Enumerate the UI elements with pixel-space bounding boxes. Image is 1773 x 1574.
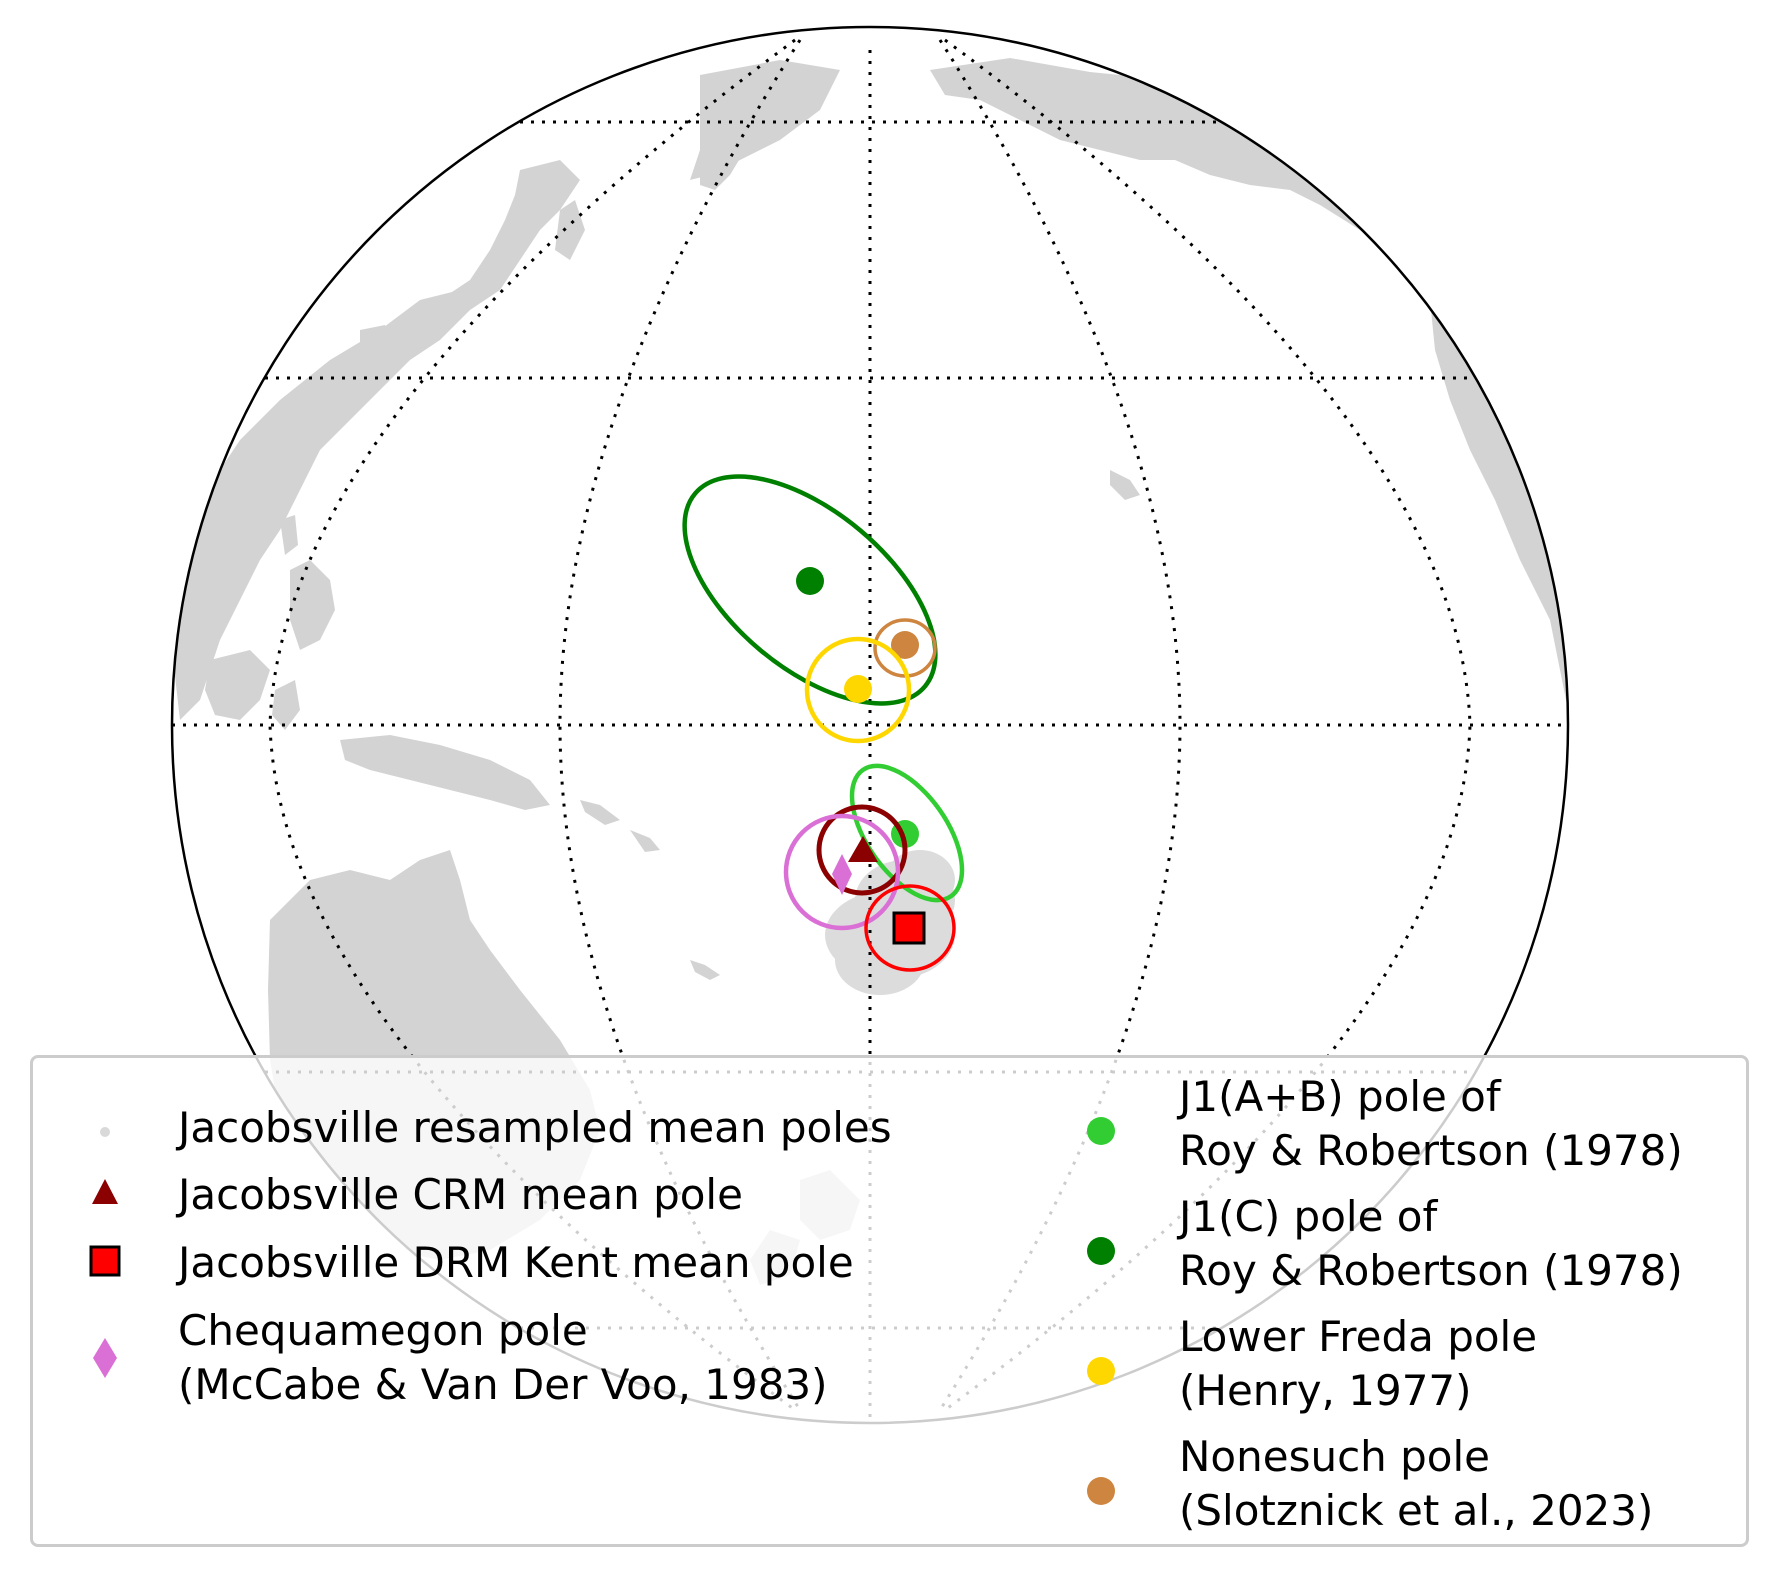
legend-label-lower-freda-1: Lower Freda pole	[1179, 1312, 1538, 1361]
land-kamchatka	[700, 120, 760, 190]
land-east-asia	[172, 290, 470, 720]
legend-label-j1c-1: J1(C) pole of	[1179, 1192, 1438, 1241]
legend: Jacobsville resampled mean poles Jacobsv…	[30, 1055, 1749, 1547]
confidence-circle-crm	[816, 804, 908, 896]
land-hawaii	[1110, 470, 1140, 500]
legend-label-nonesuch-2: (Slotznick et al., 2023)	[1179, 1486, 1654, 1535]
legend-marker-j1c	[1087, 1237, 1115, 1265]
legend-label-resampled: Jacobsville resampled mean poles	[178, 1103, 892, 1152]
land-borneo	[205, 650, 270, 720]
pole-crm	[816, 804, 908, 896]
marker-chequamegon	[832, 854, 852, 895]
legend-marker-j1ab	[1087, 1117, 1115, 1145]
legend-label-drm: Jacobsville DRM Kent mean pole	[178, 1238, 854, 1287]
legend-label-nonesuch-1: Nonesuch pole	[1179, 1432, 1491, 1481]
legend-label-j1c-2: Roy & Robertson (1978)	[1179, 1246, 1683, 1295]
legend-label-j1ab-1: J1(A+B) pole of	[1179, 1072, 1501, 1121]
legend-marker-resampled	[100, 1127, 110, 1137]
marker-lower-freda	[844, 675, 872, 703]
legend-label-j1ab-2: Roy & Robertson (1978)	[1179, 1126, 1683, 1175]
pole-lower-freda	[804, 636, 912, 744]
legend-marker-drm	[89, 1245, 121, 1277]
marker-nonesuch	[891, 631, 919, 659]
resampled-poles-cloud	[825, 850, 955, 995]
land-japan	[420, 160, 580, 330]
land-alaska	[930, 58, 1490, 300]
land-sulawesi	[272, 680, 300, 730]
land-korea	[360, 325, 395, 375]
pole-j1c	[682, 474, 938, 706]
legend-marker-crm	[92, 1179, 118, 1204]
confidence-circle-chequamegon	[783, 813, 901, 931]
pole-drm	[864, 884, 956, 972]
land-new-guinea	[340, 735, 550, 810]
legend-marker-nonesuch	[1087, 1477, 1115, 1505]
marker-crm	[848, 836, 878, 862]
legend-label-lower-freda-2: (Henry, 1977)	[1179, 1366, 1472, 1415]
land-philippines	[290, 560, 335, 650]
land-taiwan	[280, 515, 298, 555]
marker-drm	[892, 911, 926, 945]
confidence-ellipse-j1c	[682, 474, 938, 706]
land-fiji	[690, 960, 720, 980]
confidence-circle-lower-freda	[804, 636, 912, 744]
legend-label-chequamegon-2: (McCabe & Van Der Voo, 1983)	[178, 1360, 828, 1409]
land-solomons	[580, 800, 660, 852]
legend-marker-lower-freda	[1087, 1357, 1115, 1385]
legend-label-chequamegon-1: Chequamegon pole	[178, 1306, 588, 1355]
land-north-america	[1430, 300, 1568, 720]
confidence-ellipse-drm	[864, 884, 956, 972]
legend-marker-chequamegon	[93, 1338, 117, 1378]
pole-chequamegon	[783, 813, 901, 931]
legend-label-crm: Jacobsville CRM mean pole	[178, 1170, 743, 1219]
land-sakhalin	[555, 200, 585, 260]
marker-j1c	[796, 567, 824, 595]
